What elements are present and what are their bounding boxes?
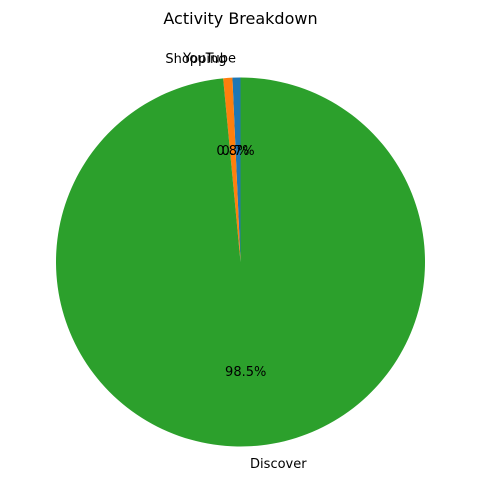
slice-label-youtube: YouTube [182,52,236,67]
pie-slice-shopping [223,77,241,262]
slice-label-discover: Discover [250,457,307,472]
slice-label-shopping: Shopping [165,52,226,67]
percent-label-shopping: 0.8% [216,144,249,159]
pie-slice-youtube [232,77,241,262]
pie-slices [56,77,426,447]
percent-label-discover: 98.5% [225,365,266,380]
chart-title: Activity Breakdown [163,9,317,28]
percent-label-youtube: 0.7% [222,144,255,159]
pie-labels: YouTube 0.7% Shopping 0.8% Discover 98.5% [165,52,307,473]
pie-slice-discover [56,77,426,447]
